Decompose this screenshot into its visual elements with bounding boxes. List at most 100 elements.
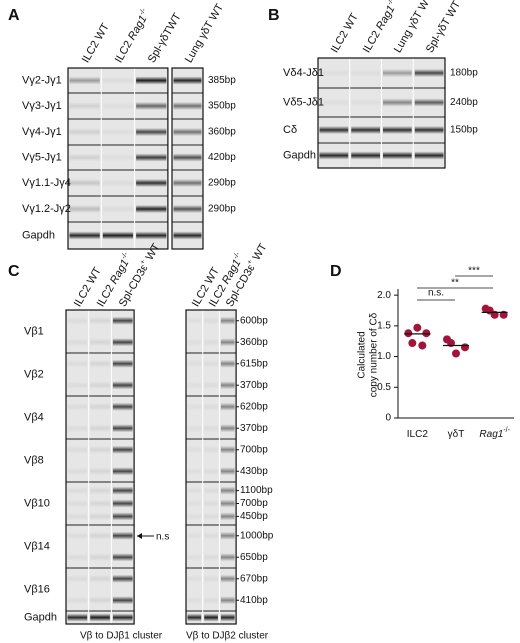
gel-band bbox=[67, 424, 88, 433]
annotation: n.s bbox=[156, 532, 169, 543]
gel-band bbox=[187, 553, 202, 562]
size-label: 150bp bbox=[450, 125, 478, 136]
gel-band bbox=[187, 445, 202, 454]
size-label: 240bp bbox=[450, 97, 478, 108]
gel-band bbox=[67, 499, 88, 508]
size-label: 1000bp bbox=[240, 530, 274, 541]
size-label: 180bp bbox=[450, 68, 478, 79]
gel-band bbox=[69, 128, 100, 136]
y-tick-label: 0.5 bbox=[377, 382, 391, 393]
gel-band bbox=[204, 424, 218, 433]
size-label: 430bp bbox=[240, 466, 268, 477]
gel-band bbox=[67, 402, 88, 411]
gel-band bbox=[383, 69, 412, 77]
gel-band bbox=[187, 596, 202, 605]
row-label: Vγ1.1-Jγ4 bbox=[22, 177, 71, 189]
size-label: 615bp bbox=[240, 358, 268, 369]
gel-band bbox=[173, 179, 202, 187]
gel-band bbox=[204, 499, 218, 508]
gel-band bbox=[67, 486, 88, 495]
row-label: Gapdh bbox=[22, 229, 55, 241]
gel-band bbox=[67, 553, 88, 562]
size-label: 450bp bbox=[240, 511, 268, 522]
gel-band bbox=[187, 512, 202, 521]
dot bbox=[452, 349, 460, 358]
text-part: -/- bbox=[121, 251, 131, 261]
gel-band bbox=[204, 531, 218, 540]
gel-band bbox=[69, 179, 100, 187]
gel-band bbox=[220, 316, 235, 325]
gel-band bbox=[112, 596, 133, 605]
text-part: ILC2 bbox=[407, 429, 429, 440]
row-label: Cδ bbox=[283, 124, 297, 136]
y-tick-label: 0 bbox=[385, 413, 391, 424]
gel-band bbox=[112, 359, 133, 368]
size-label: 290bp bbox=[208, 178, 236, 189]
x-tick-label: Rag1-/- bbox=[479, 427, 510, 439]
dot bbox=[485, 306, 494, 315]
arrow-head bbox=[137, 533, 142, 539]
gel-band bbox=[173, 205, 202, 213]
gel-band bbox=[69, 231, 100, 240]
size-label: 350bp bbox=[208, 101, 236, 112]
text-part: -/- bbox=[139, 7, 149, 17]
gel-band bbox=[90, 486, 110, 495]
gel-band bbox=[220, 359, 235, 368]
gel-band bbox=[112, 402, 133, 411]
panel-label: C bbox=[8, 263, 20, 280]
gel-band bbox=[112, 553, 133, 562]
dot bbox=[413, 323, 422, 332]
gel-band bbox=[112, 445, 133, 454]
gel-band bbox=[90, 613, 110, 622]
significance bbox=[417, 275, 493, 301]
gel-border bbox=[65, 309, 135, 625]
gel-band bbox=[69, 153, 100, 162]
text-part: + bbox=[139, 259, 147, 266]
gel-band bbox=[187, 486, 202, 495]
gel-band bbox=[414, 126, 444, 134]
gel-band bbox=[67, 467, 88, 476]
size-label: 620bp bbox=[240, 401, 268, 412]
x-tick-label: γδT bbox=[448, 429, 465, 440]
text-part: + bbox=[246, 259, 254, 266]
gel-band bbox=[102, 231, 134, 240]
lane-label: Lung γδT WT bbox=[183, 2, 226, 65]
gel-band bbox=[102, 153, 134, 162]
gel-band bbox=[204, 359, 218, 368]
dot bbox=[408, 339, 417, 348]
gel-band bbox=[220, 613, 235, 622]
gel-band bbox=[220, 499, 235, 508]
gel-band bbox=[90, 316, 110, 325]
gel-band bbox=[187, 467, 202, 476]
gel-band bbox=[187, 574, 202, 583]
gel-band bbox=[173, 231, 202, 240]
gel-band bbox=[187, 499, 202, 508]
gel-band bbox=[319, 98, 349, 107]
gel-band bbox=[220, 445, 235, 454]
row-label: Vβ1 bbox=[24, 325, 44, 337]
text-part: -/- bbox=[233, 251, 243, 261]
gel-band bbox=[383, 98, 412, 107]
gel-band bbox=[187, 402, 202, 411]
gel-band bbox=[67, 316, 88, 325]
gel-band bbox=[204, 596, 218, 605]
gel-band bbox=[67, 531, 88, 540]
gel-border bbox=[171, 67, 204, 250]
gel-band bbox=[173, 128, 202, 136]
row-label: Vδ4-Jδ1 bbox=[283, 67, 324, 79]
text-part: ILC2 WT bbox=[329, 11, 361, 55]
gel-band bbox=[319, 69, 349, 77]
text-part: Lung γδT WT bbox=[183, 2, 226, 65]
row-label: Vγ4-Jγ1 bbox=[22, 126, 62, 138]
gel-band bbox=[136, 102, 167, 110]
x-tick-label: ILC2 bbox=[407, 429, 429, 440]
gel-band bbox=[90, 512, 110, 521]
gel-band bbox=[112, 338, 133, 347]
gel-band bbox=[220, 596, 235, 605]
gel-border bbox=[185, 309, 237, 625]
size-label: 600bp bbox=[240, 315, 268, 326]
size-label: 385bp bbox=[208, 75, 236, 86]
size-label: 700bp bbox=[240, 498, 268, 509]
size-label: 410bp bbox=[240, 595, 268, 606]
gel-band bbox=[383, 126, 412, 134]
